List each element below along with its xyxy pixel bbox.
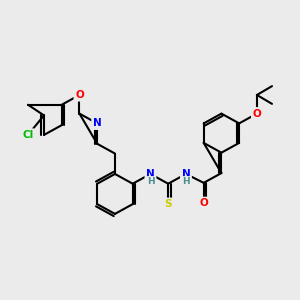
Text: S: S [164, 199, 172, 209]
Text: N: N [93, 118, 102, 128]
Text: N: N [146, 169, 155, 179]
Text: H: H [147, 178, 154, 187]
Text: O: O [253, 109, 261, 118]
Text: H: H [182, 178, 190, 187]
Text: N: N [182, 169, 190, 179]
Text: Cl: Cl [22, 130, 34, 140]
Text: O: O [75, 90, 84, 100]
Text: O: O [199, 198, 208, 208]
